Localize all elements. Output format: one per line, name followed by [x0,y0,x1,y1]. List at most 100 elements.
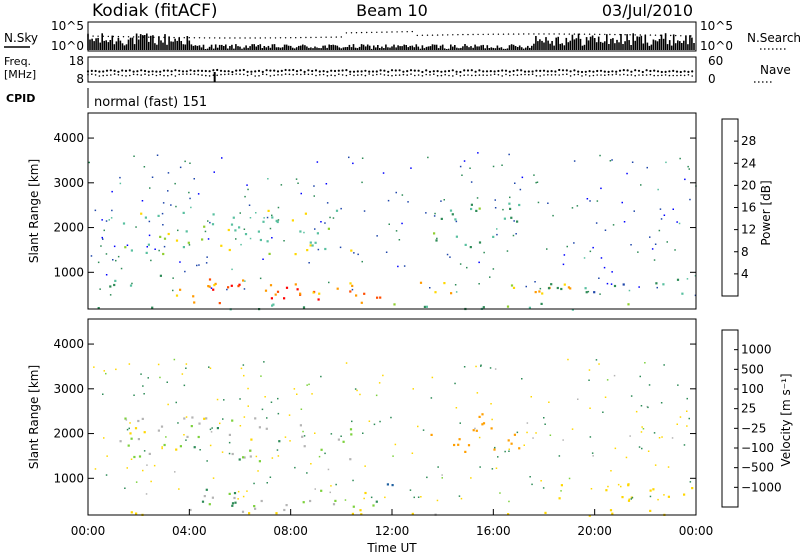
range-cell [430,397,433,399]
freq-point [223,70,226,73]
range-cell [219,422,221,425]
range-cell [590,488,593,490]
freq-point [398,69,401,72]
nsearch-point [680,35,682,37]
range-cell [652,488,655,491]
range-cell [443,282,446,285]
range-cell [144,216,147,219]
nave-point [132,73,135,76]
range-cell [376,296,379,299]
freq-point [508,70,511,73]
range-cell [496,233,498,236]
range-cell [237,285,240,288]
range-cell [140,373,142,375]
range-cell [211,223,215,226]
freq-point [246,70,249,73]
nave-point [452,75,454,77]
nsearch-point [163,36,165,39]
freq-point [512,69,515,73]
range-cell [172,289,174,292]
freq-point [326,70,329,73]
freq-point [580,70,584,74]
range-cell [647,450,650,452]
range-cell [128,363,131,365]
range-cell [103,370,105,372]
range-cell [191,416,194,419]
range-cell [105,274,108,276]
velocity-ylabel: Slant Range [km] [27,365,41,469]
range-cell [359,393,361,396]
freq-point [109,69,112,72]
range-cell [571,428,574,430]
freq-point [204,69,207,73]
nave-point [543,74,545,76]
nsearch-point [654,34,657,36]
nave-point [391,74,393,77]
range-cell [617,483,620,486]
range-cell [234,229,237,232]
range-cell [150,480,152,483]
range-cell [688,417,690,420]
nave-point [528,73,530,76]
range-cell [250,438,253,441]
nsearch-point [685,35,687,37]
nave-point [167,74,169,77]
range-cell [667,495,670,498]
nave-point [467,74,469,76]
range-cell [508,500,510,503]
range-cell [426,476,428,479]
range-cell [349,428,353,431]
freq-point [565,69,568,72]
range-cell [172,277,174,279]
range-cell [320,375,322,378]
range-cell [401,194,404,196]
nsearch-point [614,33,616,36]
x-tick-label: 20:00 [577,524,612,538]
range-cell [340,435,342,437]
range-cell [360,513,363,516]
nave-point [322,73,325,76]
range-cell [489,367,492,369]
freq-point [235,69,238,72]
range-cell [544,511,547,514]
range-cell [663,364,665,366]
freq-point [459,70,462,74]
range-cell [611,159,613,161]
nave-point [630,74,633,76]
freq-point [284,68,287,72]
range-cell [614,447,617,450]
freq-point [345,69,348,72]
freq-point [432,70,435,73]
range-cell [247,188,249,191]
range-cell [513,433,516,436]
range-cell [379,296,382,299]
range-cell [313,195,315,197]
nave-point [395,74,397,76]
range-cell [299,424,302,427]
freq-point [478,69,481,72]
range-cell [475,429,478,432]
range-cell [329,491,331,494]
nave-point [334,74,336,77]
range-cell [325,183,328,185]
range-cell [160,425,164,428]
nave-point [372,74,374,76]
nsearch-point [558,33,560,35]
range-cell [103,229,105,232]
range-cell [184,160,186,163]
range-cell [210,431,213,433]
range-cell [627,483,630,486]
nave-point [471,74,473,77]
freq-point [539,69,542,72]
range-cell [335,209,339,212]
range-cell [501,164,503,166]
range-cell [214,282,217,285]
freq-point [656,70,660,73]
range-cell [220,244,223,247]
range-cell [263,361,265,363]
nave-point [136,73,139,76]
range-cell [354,388,357,390]
nsearch-point [573,33,576,35]
range-cell [253,482,255,485]
range-cell [477,152,479,154]
